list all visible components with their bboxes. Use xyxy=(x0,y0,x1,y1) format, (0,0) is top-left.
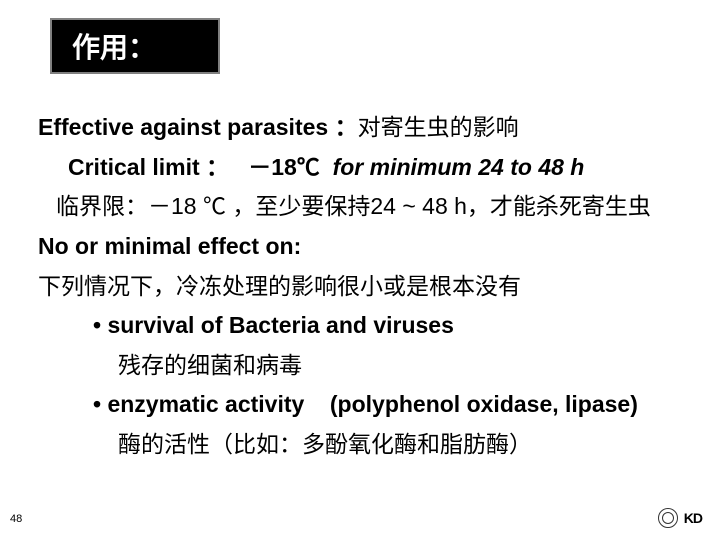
effective-line: Effective against parasites ：对寄生虫的影响 xyxy=(38,110,682,146)
bullet2-cn: 酶的活性（比如：多酚氧化酶和脂肪酶） xyxy=(38,427,682,463)
title-text: 作用： xyxy=(72,26,156,66)
critical-temp: －18℃ xyxy=(248,154,320,180)
bullet2-en-a: • enzymatic activity xyxy=(93,391,304,417)
effective-cn: 对寄生虫的影响 xyxy=(358,114,519,140)
logo-zone: KD xyxy=(658,508,702,528)
critical-cn-line: 临界限：－18 ℃ ，至少要保持24 ~ 48 h，才能杀死寄生虫 xyxy=(38,189,682,225)
kd-logo-icon: KD xyxy=(684,510,702,526)
page-number: 48 xyxy=(10,513,22,525)
critical-label: Critical limit ： xyxy=(68,154,229,180)
title-box: 作用： xyxy=(50,18,220,74)
bullet2-en: • enzymatic activity (polyphenol oxidase… xyxy=(38,387,682,423)
critical-limit-line: Critical limit ： －18℃ for minimum 24 to … xyxy=(38,150,682,186)
no-effect-line: No or minimal effect on: xyxy=(38,229,682,265)
no-effect-cn-line: 下列情况下，冷冻处理的影响很小或是根本没有 xyxy=(38,269,682,305)
content-area: Effective against parasites ：对寄生虫的影响 Cri… xyxy=(38,110,682,463)
effective-en: Effective against parasites ： xyxy=(38,114,358,140)
who-logo-icon xyxy=(658,508,678,528)
bullet1-cn: 残存的细菌和病毒 xyxy=(38,348,682,384)
bullet1-en: • survival of Bacteria and viruses xyxy=(38,308,682,344)
bullet2-en-b: (polyphenol oxidase, lipase) xyxy=(330,391,638,417)
critical-rest: for minimum 24 to 48 h xyxy=(333,154,585,180)
